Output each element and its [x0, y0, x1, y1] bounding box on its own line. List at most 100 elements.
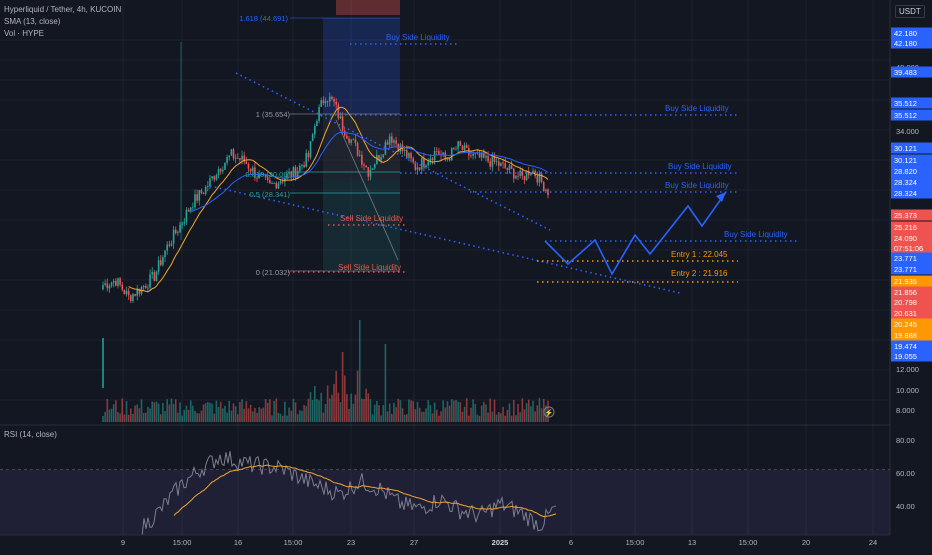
candle-body [331, 96, 333, 100]
candle-body [224, 162, 226, 170]
fib-retrace-zone [323, 114, 400, 178]
candle-body [217, 169, 220, 176]
volume-bar [305, 406, 308, 422]
price-badge-label: 23.771 [894, 265, 917, 274]
volume-bar [243, 408, 246, 422]
volume-bar [356, 370, 359, 422]
time-tick-label: 13 [688, 538, 696, 547]
candle-body [112, 281, 115, 283]
candle-body [416, 167, 419, 170]
candle-body [207, 186, 209, 188]
volume-bar [403, 414, 406, 422]
volume-bar [444, 407, 447, 422]
volume-bar [440, 411, 442, 422]
candle-body [502, 162, 504, 164]
volume-bar [521, 398, 524, 422]
lightning-icon: ⚡ [545, 408, 554, 417]
annotation-label: Buy Side Liquidity [668, 162, 732, 171]
candle-body [258, 173, 260, 179]
volume-bar [177, 412, 179, 422]
rsi-ma-line [173, 464, 557, 518]
volume-bar [391, 413, 393, 422]
volume-bar [320, 392, 323, 422]
candle-body [249, 168, 252, 172]
volume-bar [144, 412, 147, 422]
volume-bar [405, 414, 408, 422]
time-axis-bg [0, 535, 932, 550]
time-tick-label: 23 [347, 538, 355, 547]
price-badge-label: 23.771 [894, 254, 917, 263]
volume-bar [461, 411, 464, 422]
candle-body [168, 244, 171, 246]
candle-body [429, 158, 432, 162]
volume-legend: Vol · HYPE [4, 29, 45, 38]
price-badge [891, 165, 932, 177]
price-badge-label: 30.121 [894, 156, 917, 165]
volume-bar [326, 385, 329, 422]
candle-body [172, 229, 175, 244]
price-badge-label: 21.856 [894, 288, 917, 297]
candle-body [219, 169, 222, 172]
price-badge-label: 25.216 [894, 223, 917, 232]
price-badge [891, 109, 932, 121]
candle-body [382, 154, 385, 158]
volume-bar [476, 414, 479, 422]
annotation-label: Buy Side Liquidity [386, 33, 450, 42]
price-badge [891, 142, 932, 154]
fib-label: 0.618 (30.06) [245, 170, 290, 179]
rsi-tick-label: 40.00 [896, 502, 915, 511]
candle-body [363, 164, 365, 166]
candle-body [346, 135, 348, 139]
candle-body [117, 278, 119, 286]
price-tick-label: 34.000 [896, 127, 919, 136]
volume-bar [166, 399, 168, 422]
volume-bar [284, 401, 286, 422]
candle-body [399, 144, 402, 152]
candle-body [540, 173, 543, 182]
candle-body [194, 194, 196, 208]
volume-bar [373, 404, 376, 422]
volume-bar [132, 413, 134, 422]
volume-bar [427, 400, 429, 422]
candle-body [435, 150, 438, 152]
volume-bar [512, 400, 515, 422]
volume-bar [352, 403, 355, 422]
volume-bar [303, 404, 305, 422]
candle-body [453, 148, 455, 149]
time-tick-label: 24 [869, 538, 877, 547]
candle-body [320, 100, 323, 107]
projection-path [544, 191, 727, 276]
volume-bar [500, 413, 502, 422]
volume-bar [307, 398, 310, 422]
candle-body [290, 172, 293, 177]
candle-body [269, 180, 271, 184]
candle-body [314, 125, 316, 135]
volume-bar [230, 410, 233, 422]
volume-bar [140, 399, 143, 422]
volume-bar [102, 415, 104, 422]
candle-body [134, 293, 136, 296]
price-tick-label: 10.000 [896, 386, 919, 395]
volume-bar [168, 404, 171, 422]
volume-bar [115, 400, 117, 422]
candle-body [470, 155, 472, 157]
candle-body [232, 149, 235, 159]
price-badge-label: 30.121 [894, 144, 917, 153]
volume-bar [149, 408, 151, 422]
price-axis-bg [890, 0, 932, 550]
candle-body [102, 284, 104, 290]
candle-body [247, 164, 250, 169]
volume-bar [493, 399, 496, 422]
volume-bar [423, 411, 425, 422]
annotation-label: Sell Side Liquidity [338, 263, 401, 272]
candle-body [286, 173, 288, 179]
candle-body [155, 271, 158, 281]
time-tick-label: 15:00 [284, 538, 303, 547]
currency-label[interactable]: USDT [895, 5, 925, 18]
time-tick-label: 6 [569, 538, 573, 547]
time-tick-label: 27 [410, 538, 418, 547]
volume-bar [217, 406, 220, 422]
